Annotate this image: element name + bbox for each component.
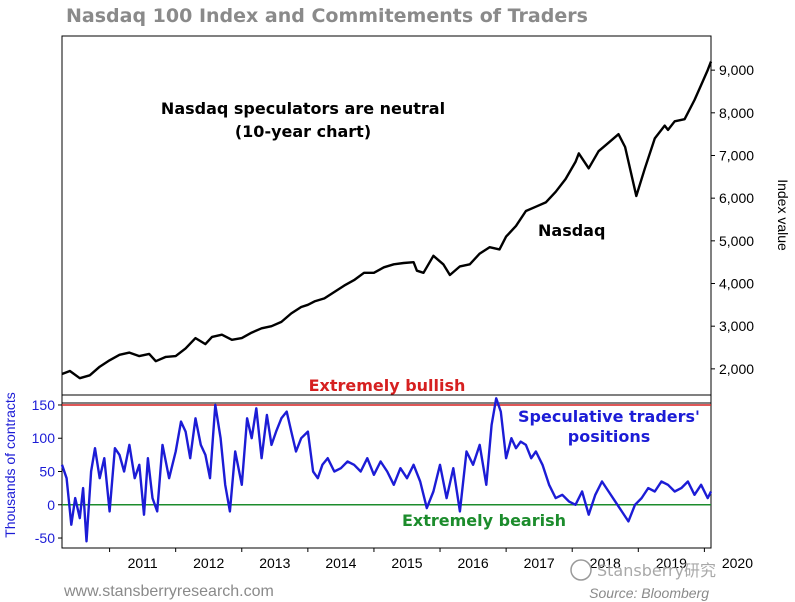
chart-annotation: Nasdaq speculators are neutral <box>161 99 445 118</box>
x-tick-label: 2013 <box>259 555 290 571</box>
x-tick-label: 2016 <box>457 555 488 571</box>
x-tick-label: 2017 <box>524 555 555 571</box>
index-y-tick-label: 3,000 <box>719 318 754 334</box>
index-y-tick-label: 7,000 <box>719 147 754 163</box>
positions-y-axis: 150 100 50 0 -50 <box>32 397 62 546</box>
index-y-tick-label: 9,000 <box>719 62 754 78</box>
extremely-bullish-label: Extremely bullish <box>309 376 466 395</box>
source-note: Source: Bloomberg <box>589 585 709 601</box>
nasdaq-line <box>61 61 713 380</box>
x-tick-label: 2018 <box>590 555 621 571</box>
index-plot-frame <box>61 35 712 404</box>
website-credit: www.stansberryresearch.com <box>63 583 274 600</box>
index-y-tick-label: 6,000 <box>719 190 754 206</box>
watermark-text: Stansberry研究 <box>597 561 716 580</box>
index-y-axis-title: Index value <box>775 179 791 251</box>
chart-title: Nasdaq 100 Index and Commitements of Tra… <box>66 5 588 27</box>
positions-series-label-2: positions <box>568 427 651 446</box>
index-y-tick-label: 2,000 <box>719 361 754 377</box>
x-tick-label: 2019 <box>656 555 687 571</box>
positions-line <box>60 397 713 543</box>
watermark-logo-icon <box>570 559 592 581</box>
positions-y-tick-label: 100 <box>32 430 56 446</box>
index-y-tick-label: 8,000 <box>719 105 754 121</box>
index-y-axis: 2,000 3,000 4,000 5,000 6,000 7,000 8,000 9,000 <box>711 62 754 377</box>
index-y-tick-label: 5,000 <box>719 233 754 249</box>
x-tick-label: 2014 <box>325 555 356 571</box>
x-tick-label: 2015 <box>391 555 422 571</box>
positions-y-axis-title: Thousands of contracts <box>2 392 18 538</box>
index-y-tick-label: 4,000 <box>719 276 754 292</box>
watermark: Stansberry研究 <box>570 559 716 581</box>
positions-y-tick-label: 150 <box>32 397 56 413</box>
chart-annotation-subtitle: (10-year chart) <box>235 122 371 141</box>
extremely-bearish-label: Extremely bearish <box>402 511 566 530</box>
x-axis: 2011 2012 2013 2014 2015 2016 2017 2018 2019 2020 <box>109 548 753 571</box>
x-tick-label: 2020 <box>722 555 753 571</box>
positions-series-label: Speculative traders' <box>518 407 700 426</box>
nasdaq-series-label: Nasdaq <box>538 221 605 240</box>
x-tick-label: 2012 <box>193 555 224 571</box>
positions-y-tick-label: 0 <box>47 497 55 513</box>
positions-y-tick-label: 50 <box>39 464 55 480</box>
positions-y-tick-label: -50 <box>35 530 55 546</box>
x-tick-label: 2011 <box>128 555 158 571</box>
